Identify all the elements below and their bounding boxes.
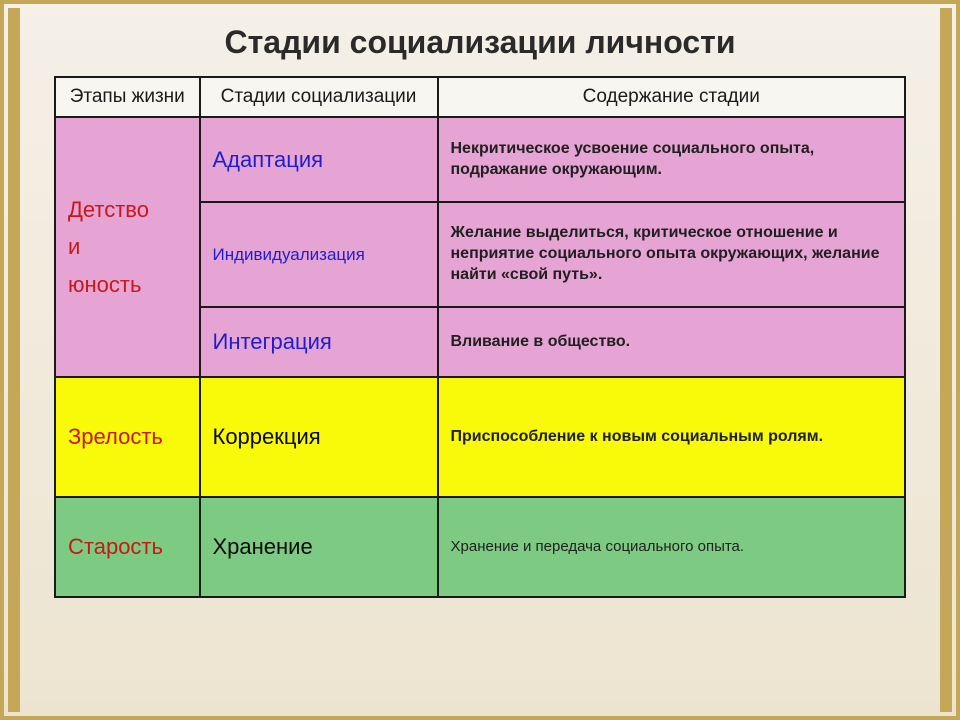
cell-correction-content: Приспособление к новым социальным ролям. [438, 377, 906, 497]
header-life-stages: Этапы жизни [55, 77, 200, 117]
cell-integration: Интеграция [200, 307, 438, 377]
header-stage-content: Содержание стадии [438, 77, 906, 117]
cell-individualization-content: Желание выделиться, критическое отношени… [438, 202, 906, 307]
cell-childhood-youth: Детство и юность [55, 117, 200, 377]
table-row: Старость Хранение Хранение и передача со… [55, 497, 905, 597]
header-socialization-stages: Стадии социализации [200, 77, 438, 117]
table-header-row: Этапы жизни Стадии социализации Содержан… [55, 77, 905, 117]
cell-correction: Коррекция [200, 377, 438, 497]
cell-adaptation-content: Некритическое усвоение социального опыта… [438, 117, 906, 202]
socialization-table: Этапы жизни Стадии социализации Содержан… [54, 76, 906, 598]
table-row: Зрелость Коррекция Приспособление к новы… [55, 377, 905, 497]
cell-maturity: Зрелость [55, 377, 200, 497]
life-stage-text: юность [68, 266, 187, 303]
cell-storage-content: Хранение и передача социального опыта. [438, 497, 906, 597]
cell-old-age: Старость [55, 497, 200, 597]
cell-storage: Хранение [200, 497, 438, 597]
life-stage-text: и [68, 228, 187, 265]
life-stage-text: Детство [68, 191, 187, 228]
cell-individualization: Индивидуализация [200, 202, 438, 307]
table-row: Детство и юность Адаптация Некритическое… [55, 117, 905, 202]
slide-container: Стадии социализации личности Этапы жизни… [4, 4, 956, 618]
slide-title: Стадии социализации личности [54, 24, 906, 61]
cell-adaptation: Адаптация [200, 117, 438, 202]
cell-integration-content: Вливание в общество. [438, 307, 906, 377]
